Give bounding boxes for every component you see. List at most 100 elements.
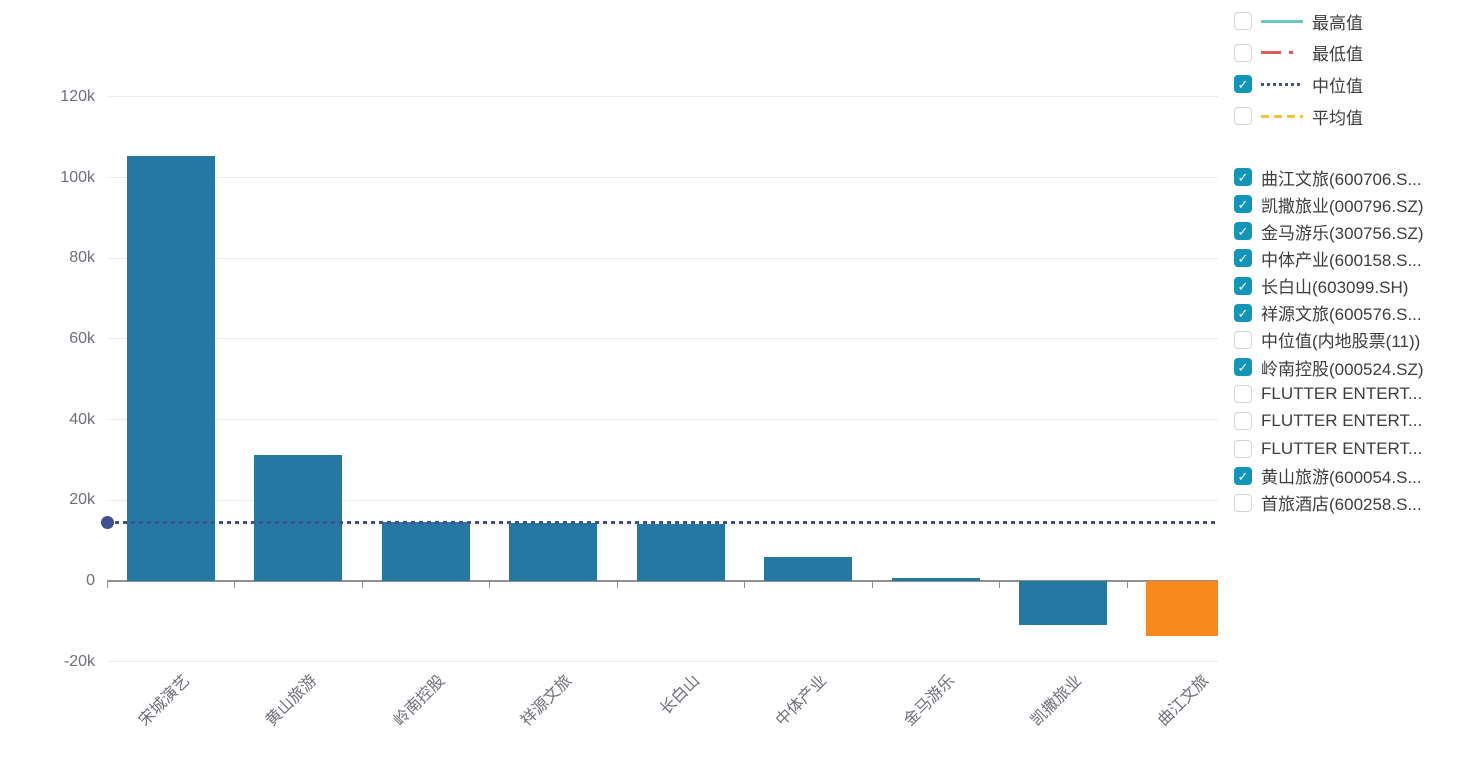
legend-series-item[interactable]: 曲江文旅(600706.S... (1234, 167, 1422, 189)
y-axis-tick-label: 40k (69, 410, 95, 428)
y-axis-tick-label: 20k (69, 491, 95, 509)
checkbox-checked[interactable] (1234, 168, 1252, 186)
checkbox-checked[interactable] (1234, 75, 1252, 94)
legend-series-label: 祥源文旅(600576.S... (1261, 305, 1422, 325)
bar (1146, 581, 1218, 636)
legend-series-label: FLUTTER ENTERT... (1261, 438, 1423, 458)
x-axis-line (107, 580, 1218, 582)
gridline (107, 257, 1218, 259)
checkbox-checked[interactable] (1234, 303, 1252, 322)
legend-stat-item[interactable]: 中位值 (1234, 74, 1363, 96)
gridline (107, 177, 1218, 178)
x-axis-label: 金马游乐 (900, 672, 958, 730)
legend-stat-item[interactable]: 平均值 (1234, 106, 1363, 128)
legend-series-label: FLUTTER ENTERT... (1261, 411, 1423, 431)
checkbox-unchecked[interactable] (1234, 43, 1252, 62)
legend-stat-item[interactable]: 最高值 (1234, 11, 1363, 33)
x-axis-tick (361, 581, 363, 588)
legend-series-item[interactable]: 金马游乐(300756.SZ) (1234, 221, 1424, 243)
bar (636, 523, 725, 581)
legend-line-dashed-icon (1261, 114, 1303, 118)
legend-series-item[interactable]: 中位值(内地股票(11)) (1234, 330, 1421, 352)
x-axis-label: 祥源文旅 (518, 672, 576, 730)
legend-series-label: FLUTTER ENTERT... (1261, 384, 1423, 404)
median-line-dot (100, 516, 114, 530)
legend-stat-label: 最高值 (1312, 13, 1363, 33)
legend-series-label: 中体产业(600158.S... (1261, 250, 1422, 270)
legend-series-label: 金马游乐(300756.SZ) (1261, 223, 1424, 243)
x-axis-label: 中体产业 (773, 672, 831, 730)
checkbox-unchecked[interactable] (1234, 412, 1252, 431)
legend-series-item[interactable]: FLUTTER ENTERT... (1234, 384, 1422, 404)
legend-series-label: 黄山旅游(600054.S... (1261, 468, 1422, 488)
checkbox-checked[interactable] (1234, 358, 1252, 377)
checkbox-unchecked[interactable] (1234, 107, 1252, 126)
checkbox-checked[interactable] (1234, 222, 1252, 241)
x-axis-tick (744, 581, 746, 588)
legend-stat-item[interactable]: 最低值 (1234, 43, 1363, 65)
legend-stat-label: 最低值 (1312, 45, 1363, 65)
legend-stat-label: 中位值 (1312, 76, 1363, 96)
bar (126, 156, 215, 581)
median-value-line (107, 521, 1218, 525)
y-axis-tick-label: 100k (60, 168, 95, 186)
legend-series-item[interactable]: 凯撒旅业(000796.SZ) (1234, 194, 1424, 216)
y-axis-tick-label: 60k (69, 329, 95, 347)
x-axis-tick (489, 581, 491, 588)
legend-stat-label: 平均值 (1312, 108, 1363, 128)
x-axis-tick (234, 581, 236, 588)
bar (381, 522, 470, 581)
x-axis-tick (999, 581, 1001, 588)
checkbox-unchecked[interactable] (1234, 330, 1252, 349)
x-axis-tick (871, 581, 873, 588)
legend-series-item[interactable]: 黄山旅游(600054.S... (1234, 466, 1422, 488)
checkbox-checked[interactable] (1234, 195, 1252, 214)
legend-series-label: 岭南控股(000524.SZ) (1261, 359, 1424, 379)
y-axis-tick-label: 120k (60, 87, 95, 105)
x-axis-label: 长白山 (656, 672, 703, 719)
x-axis-label: 凯撒旅业 (1028, 672, 1086, 730)
gridline (107, 338, 1218, 340)
x-axis-tick (1126, 581, 1128, 588)
bar (891, 578, 980, 581)
legend-series-item[interactable]: 岭南控股(000524.SZ) (1234, 357, 1424, 379)
bar (254, 454, 343, 581)
legend-series-label: 中位值(内地股票(11)) (1261, 332, 1421, 352)
gridline (107, 499, 1218, 501)
legend-series-label: 首旅酒店(600258.S... (1261, 495, 1422, 515)
checkbox-unchecked[interactable] (1234, 385, 1252, 404)
x-axis-label: 宋城演艺 (135, 672, 194, 730)
y-axis-tick-label: 80k (69, 249, 95, 267)
legend-line-solid-icon (1261, 19, 1303, 23)
x-axis-tick (616, 581, 618, 588)
bar (509, 522, 598, 581)
bar (1019, 581, 1108, 625)
y-axis-tick-label: 0 (86, 572, 95, 589)
x-axis-tick (107, 581, 108, 588)
checkbox-checked[interactable] (1234, 466, 1252, 485)
y-axis-tick-label: -20k (63, 652, 95, 670)
legend-series-label: 长白山(603099.SH) (1261, 278, 1409, 298)
legend-series-item[interactable]: FLUTTER ENTERT... (1234, 439, 1422, 459)
checkbox-checked[interactable] (1234, 249, 1252, 268)
legend-series-item[interactable]: 首旅酒店(600258.S... (1234, 493, 1422, 515)
gridline (107, 96, 1218, 98)
gridline (107, 419, 1218, 421)
checkbox-unchecked[interactable] (1234, 439, 1252, 458)
x-axis-label: 曲江文旅 (1155, 672, 1213, 730)
legend-series-label: 凯撒旅业(000796.SZ) (1261, 196, 1424, 216)
checkbox-checked[interactable] (1234, 276, 1252, 295)
checkbox-unchecked[interactable] (1234, 493, 1252, 512)
legend-series-label: 曲江文旅(600706.S... (1261, 169, 1422, 189)
gridline (107, 661, 1218, 663)
bar (764, 556, 853, 581)
legend-series-item[interactable]: 长白山(603099.SH) (1234, 276, 1409, 298)
legend-series-item[interactable]: 祥源文旅(600576.S... (1234, 303, 1422, 325)
legend-series-item[interactable]: 中体产业(600158.S... (1234, 248, 1422, 270)
x-axis-label: 岭南控股 (390, 672, 448, 730)
legend-line-dotted-icon (1261, 82, 1303, 86)
legend-series-item[interactable]: FLUTTER ENTERT... (1234, 411, 1422, 431)
x-axis-label: 黄山旅游 (263, 672, 321, 730)
checkbox-unchecked[interactable] (1234, 12, 1252, 30)
